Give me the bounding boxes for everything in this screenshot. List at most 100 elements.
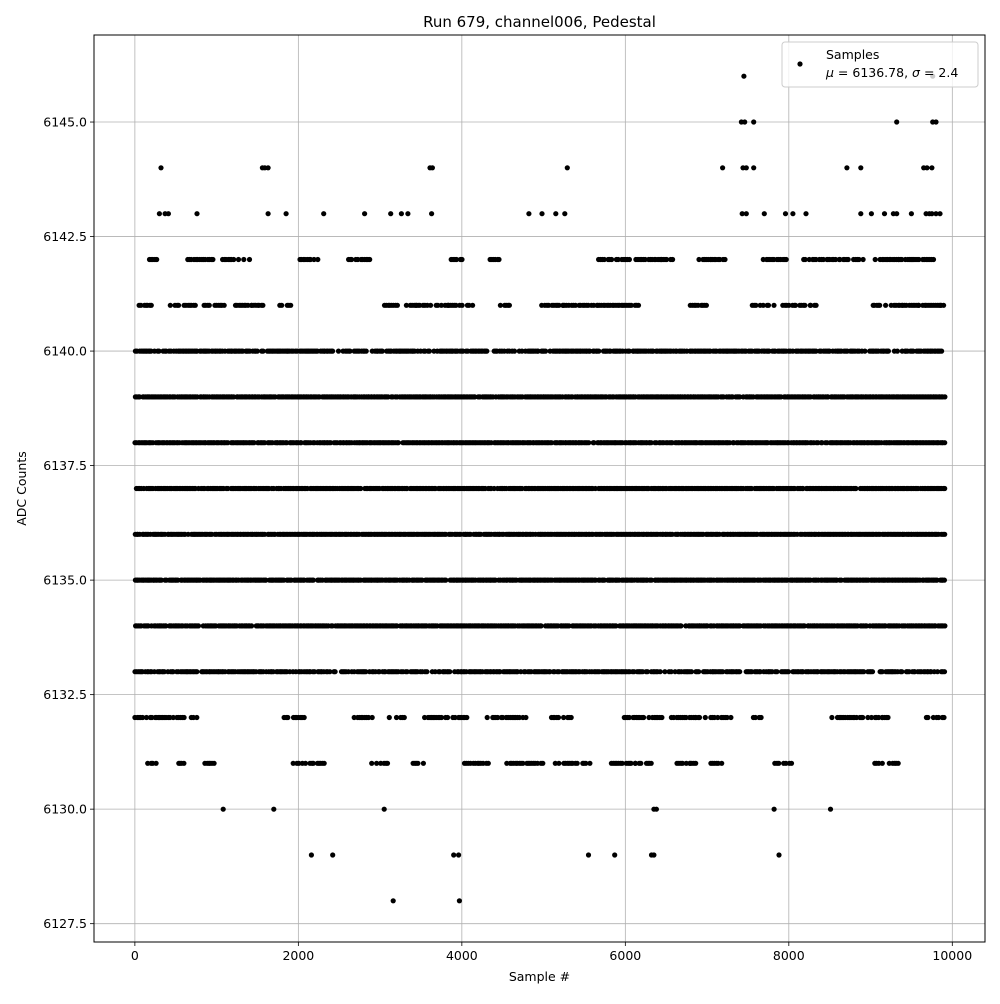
data-point xyxy=(802,256,808,263)
data-point xyxy=(942,394,948,400)
data-point xyxy=(929,211,935,217)
data-point xyxy=(556,302,562,308)
data-point xyxy=(894,348,901,354)
data-point xyxy=(552,760,558,766)
data-point xyxy=(153,760,159,766)
data-point xyxy=(221,302,227,308)
data-point xyxy=(194,669,200,675)
data-point xyxy=(438,302,444,308)
data-point xyxy=(401,714,407,721)
y-tick-label: 6140.0 xyxy=(43,344,87,359)
data-point xyxy=(724,714,730,721)
data-point xyxy=(860,256,866,263)
data-point xyxy=(443,577,449,583)
data-point xyxy=(860,714,866,721)
y-axis-title: ADC Counts xyxy=(14,451,29,526)
y-tick-label: 6142.5 xyxy=(43,229,87,244)
data-point xyxy=(813,348,819,354)
data-point xyxy=(181,714,187,721)
data-point xyxy=(894,211,900,217)
data-point xyxy=(785,669,792,675)
data-point xyxy=(929,165,935,171)
data-point xyxy=(678,623,684,629)
data-point xyxy=(899,256,905,263)
data-point xyxy=(758,714,764,721)
data-point xyxy=(369,760,375,766)
data-point xyxy=(782,211,789,217)
data-point xyxy=(586,440,592,446)
data-point xyxy=(404,669,410,675)
data-point xyxy=(496,256,502,263)
data-point xyxy=(390,898,396,904)
data-point xyxy=(670,256,676,263)
data-point xyxy=(628,302,634,308)
data-point xyxy=(308,852,314,858)
data-point xyxy=(925,714,931,721)
data-point xyxy=(381,806,387,812)
data-point xyxy=(942,440,948,446)
data-point xyxy=(506,302,512,308)
data-point xyxy=(619,760,625,766)
data-point xyxy=(271,806,277,812)
data-point xyxy=(251,440,257,446)
data-point xyxy=(241,256,247,263)
data-point xyxy=(703,302,710,308)
data-point xyxy=(845,256,851,263)
data-point xyxy=(615,256,621,263)
legend-mu-value: 6136.78 xyxy=(852,65,904,80)
data-point xyxy=(538,623,544,629)
data-point xyxy=(195,623,202,629)
data-point xyxy=(786,302,792,308)
data-point xyxy=(853,485,859,492)
data-point xyxy=(683,760,689,766)
data-point xyxy=(802,302,808,308)
data-point xyxy=(585,852,592,858)
data-point xyxy=(833,256,839,263)
data-point xyxy=(194,714,200,721)
data-point xyxy=(743,211,749,217)
data-point xyxy=(626,714,632,721)
data-point xyxy=(644,669,651,675)
data-point xyxy=(484,348,490,354)
data-point xyxy=(688,669,695,675)
data-point xyxy=(511,348,518,354)
data-point xyxy=(664,256,670,263)
data-point xyxy=(895,760,901,766)
x-axis-title: Sample # xyxy=(509,969,570,984)
data-point xyxy=(311,256,317,263)
data-point xyxy=(451,852,457,858)
data-point xyxy=(659,714,665,721)
data-point xyxy=(556,760,562,766)
data-point xyxy=(485,760,491,766)
data-point xyxy=(648,577,655,583)
data-point xyxy=(288,302,294,308)
data-point xyxy=(829,714,835,721)
data-point xyxy=(720,165,726,171)
data-point xyxy=(321,211,327,217)
data-point xyxy=(495,714,501,721)
data-point xyxy=(539,211,545,217)
data-point xyxy=(869,669,876,675)
data-point xyxy=(879,669,885,675)
x-tick-label: 4000 xyxy=(446,948,478,963)
data-point xyxy=(279,302,285,308)
data-point xyxy=(930,256,937,263)
data-point xyxy=(813,302,819,308)
data-point xyxy=(347,348,353,354)
data-point xyxy=(722,256,728,263)
x-tick-label: 0 xyxy=(131,948,139,963)
data-point xyxy=(668,669,674,675)
legend-label: Samples xyxy=(826,47,879,62)
data-point xyxy=(206,302,212,308)
y-tick-label: 6130.0 xyxy=(43,802,87,817)
data-point xyxy=(941,714,947,721)
data-point xyxy=(379,348,385,354)
data-point xyxy=(626,348,632,354)
x-tick-label: 10000 xyxy=(932,948,972,963)
data-point xyxy=(290,760,296,766)
data-point xyxy=(181,760,187,766)
data-point xyxy=(751,165,757,171)
data-point xyxy=(648,440,654,446)
data-point xyxy=(572,302,579,308)
data-point xyxy=(609,256,615,263)
